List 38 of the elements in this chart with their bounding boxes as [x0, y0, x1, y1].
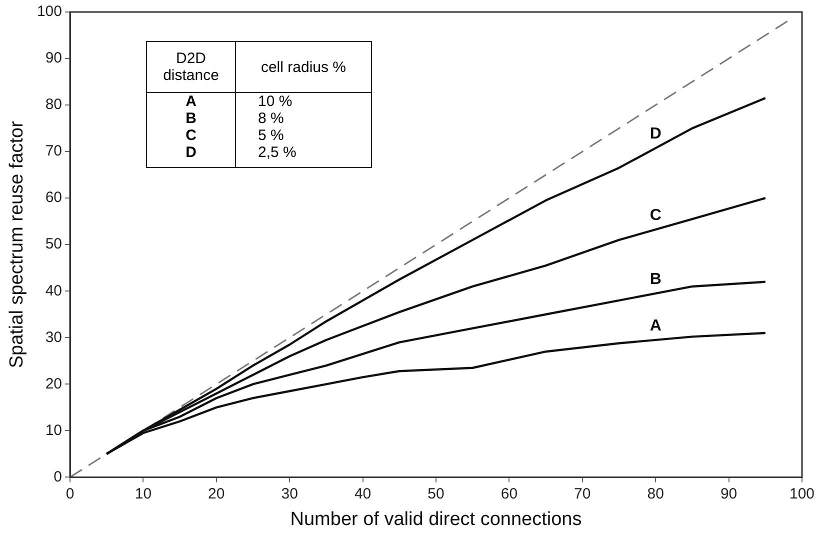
x-tick-label: 0 [66, 485, 74, 502]
x-tick-label: 50 [428, 485, 444, 502]
x-tick-label: 40 [354, 485, 372, 502]
annotation: D2D distance [146, 42, 236, 92]
annotation: 10 % [236, 92, 372, 110]
series-label: C [650, 206, 662, 224]
y-tick-label: 70 [45, 142, 62, 160]
x-tick-label: 70 [574, 485, 591, 502]
y-tick-label: 80 [45, 96, 62, 114]
annotation: 2,5 % [236, 144, 372, 168]
x-tick-label: 60 [500, 485, 518, 502]
series-label: D [650, 125, 662, 142]
series-label: B [650, 270, 662, 288]
y-tick-label: 100 [36, 3, 62, 20]
annotation: cell radius % [236, 42, 372, 92]
y-tick-label: 60 [45, 189, 62, 206]
y-tick-label: 40 [45, 282, 62, 300]
x-tick-label: 80 [647, 485, 664, 502]
x-tick-label: 100 [789, 485, 815, 502]
y-tick-label: 0 [54, 468, 62, 486]
x-tick-label: 30 [281, 485, 298, 502]
annotation: A [146, 92, 236, 110]
x-axis-title: Number of valid direct connections [290, 508, 582, 530]
annotation: B [146, 110, 236, 127]
x-tick-label: 10 [134, 485, 152, 502]
annotation: D [146, 144, 236, 168]
x-tick-label: 20 [208, 485, 225, 502]
annotation: C [146, 127, 236, 144]
y-tick-label: 20 [45, 375, 62, 392]
y-tick-label: 50 [45, 236, 62, 253]
y-tick-label: 30 [45, 328, 62, 346]
y-tick-label: 10 [45, 422, 62, 439]
annotation: 8 % [236, 110, 372, 127]
y-axis-title: Spatial spectrum reuse factor [6, 120, 28, 368]
y-tick-label: 90 [45, 50, 62, 67]
annotation: 5 % [236, 127, 372, 144]
series-label: A [650, 317, 662, 334]
x-tick-label: 90 [720, 485, 738, 502]
